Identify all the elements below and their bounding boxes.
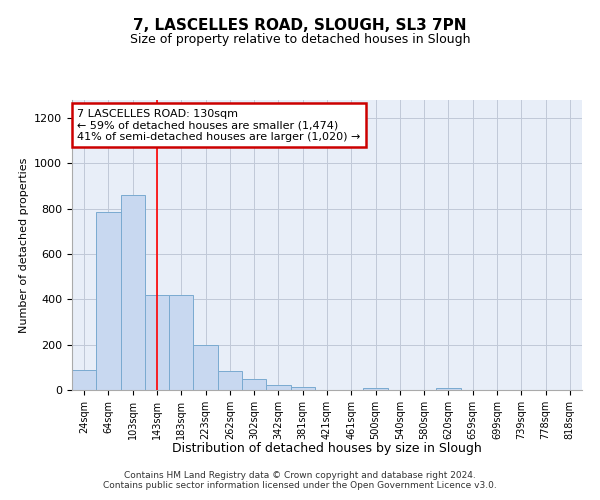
Bar xyxy=(72,370,96,390)
Bar xyxy=(145,295,169,390)
Y-axis label: Number of detached properties: Number of detached properties xyxy=(19,158,29,332)
Bar xyxy=(266,385,290,390)
Text: Contains HM Land Registry data © Crown copyright and database right 2024.
Contai: Contains HM Land Registry data © Crown c… xyxy=(103,470,497,490)
Text: 7, LASCELLES ROAD, SLOUGH, SL3 7PN: 7, LASCELLES ROAD, SLOUGH, SL3 7PN xyxy=(133,18,467,32)
Bar xyxy=(96,212,121,390)
X-axis label: Distribution of detached houses by size in Slough: Distribution of detached houses by size … xyxy=(172,442,482,455)
Text: 7 LASCELLES ROAD: 130sqm
← 59% of detached houses are smaller (1,474)
41% of sem: 7 LASCELLES ROAD: 130sqm ← 59% of detach… xyxy=(77,108,361,142)
Bar xyxy=(436,388,461,390)
Bar xyxy=(218,370,242,390)
Bar xyxy=(169,295,193,390)
Bar xyxy=(121,195,145,390)
Bar xyxy=(242,378,266,390)
Bar xyxy=(290,386,315,390)
Bar xyxy=(364,388,388,390)
Text: Size of property relative to detached houses in Slough: Size of property relative to detached ho… xyxy=(130,32,470,46)
Bar xyxy=(193,344,218,390)
